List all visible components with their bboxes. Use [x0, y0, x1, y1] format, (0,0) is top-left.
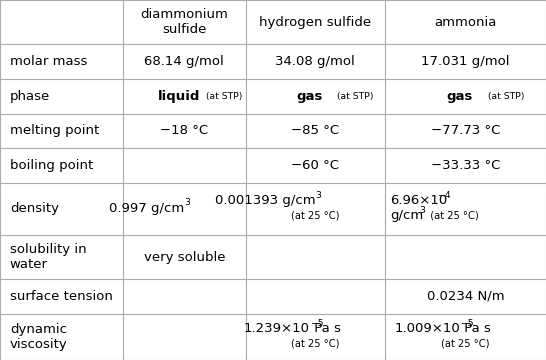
Text: −5: −5 — [460, 319, 473, 328]
Text: solubility in
water: solubility in water — [10, 243, 86, 271]
Text: very soluble: very soluble — [144, 251, 225, 264]
Text: dynamic
viscosity: dynamic viscosity — [10, 323, 68, 351]
Text: 34.08 g/mol: 34.08 g/mol — [275, 55, 355, 68]
Text: (at 25 °C): (at 25 °C) — [441, 338, 490, 348]
Text: 3: 3 — [185, 198, 190, 207]
Text: diammonium
sulfide: diammonium sulfide — [140, 8, 228, 36]
Text: Pa s: Pa s — [460, 323, 491, 336]
Text: (at STP): (at STP) — [334, 92, 374, 101]
Text: 1.009×10: 1.009×10 — [394, 323, 460, 336]
Text: (at 25 °C): (at 25 °C) — [291, 210, 340, 220]
Text: 6.96×10: 6.96×10 — [390, 194, 448, 207]
Text: −33.33 °C: −33.33 °C — [431, 159, 500, 172]
Text: boiling point: boiling point — [10, 159, 93, 172]
Text: Pa s: Pa s — [310, 323, 341, 336]
Text: −4: −4 — [437, 191, 450, 200]
Text: melting point: melting point — [10, 125, 99, 138]
Text: 68.14 g/mol: 68.14 g/mol — [144, 55, 224, 68]
Text: phase: phase — [10, 90, 50, 103]
Text: −85 °C: −85 °C — [291, 125, 340, 138]
Text: 0.0234 N/m: 0.0234 N/m — [426, 290, 505, 303]
Text: 0.001393 g/cm: 0.001393 g/cm — [215, 194, 316, 207]
Text: −18 °C: −18 °C — [160, 125, 209, 138]
Text: density: density — [10, 202, 59, 215]
Text: molar mass: molar mass — [10, 55, 87, 68]
Text: (at 25 °C): (at 25 °C) — [424, 210, 479, 220]
Text: −77.73 °C: −77.73 °C — [431, 125, 500, 138]
Text: 3: 3 — [316, 192, 321, 201]
Text: ammonia: ammonia — [434, 15, 497, 29]
Text: (at STP): (at STP) — [204, 92, 243, 101]
Text: surface tension: surface tension — [10, 290, 112, 303]
Text: 1.239×10: 1.239×10 — [244, 323, 310, 336]
Text: liquid: liquid — [158, 90, 200, 103]
Text: (at STP): (at STP) — [485, 92, 524, 101]
Text: 0.997 g/cm: 0.997 g/cm — [109, 202, 185, 215]
Text: gas: gas — [296, 90, 323, 103]
Text: 3: 3 — [419, 206, 425, 215]
Text: g/cm: g/cm — [390, 209, 424, 222]
Text: 17.031 g/mol: 17.031 g/mol — [421, 55, 510, 68]
Text: gas: gas — [447, 90, 473, 103]
Text: hydrogen sulfide: hydrogen sulfide — [259, 15, 371, 29]
Text: −5: −5 — [310, 319, 323, 328]
Text: (at 25 °C): (at 25 °C) — [291, 338, 340, 348]
Text: −60 °C: −60 °C — [292, 159, 339, 172]
